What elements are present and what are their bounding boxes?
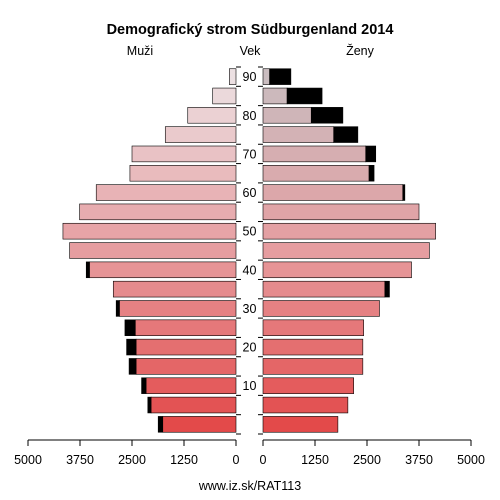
- female-x-tick-label: 3750: [405, 453, 433, 467]
- female-bar-40-44: [262, 261, 412, 279]
- female-excess-bar-65-69: [368, 165, 375, 182]
- female-label: Ženy: [346, 43, 375, 58]
- male-bar-80-84: [187, 107, 237, 124]
- female-bar-65-69: [262, 165, 370, 182]
- chart-title: Demografický strom Südburgenland 2014: [107, 22, 394, 38]
- male-bar-5-9: [150, 396, 237, 414]
- female-excess-bar-60-64: [402, 184, 406, 201]
- female-excess-bar-85-89: [286, 87, 323, 105]
- female-bar-0-4: [262, 416, 339, 433]
- male-x-tick-label: 5000: [14, 453, 42, 467]
- female-bar-60-64: [262, 184, 404, 201]
- female-bar-25-29: [262, 319, 364, 336]
- female-bar-10-14: [262, 377, 354, 394]
- female-bar-55-59: [262, 203, 420, 221]
- male-bar-25-29: [135, 319, 237, 336]
- male-x-tick-label: 0: [233, 453, 240, 467]
- male-x-tick-label: 3750: [66, 453, 94, 467]
- female-bar-80-84: [262, 107, 312, 124]
- male-x-tick-label: 2500: [118, 453, 146, 467]
- male-excess-bar-20-24: [126, 338, 137, 356]
- male-excess-bar-15-19: [128, 358, 137, 375]
- male-bar-10-14: [145, 377, 237, 394]
- female-bar-20-24: [262, 338, 364, 356]
- male-bar-45-49: [69, 242, 237, 259]
- male-bar-15-19: [135, 358, 237, 375]
- female-excess-bar-70-74: [365, 145, 377, 163]
- male-x-tick-label: 1250: [170, 453, 198, 467]
- source-caption: www.iz.sk/RAT113: [198, 479, 301, 493]
- male-label: Muži: [127, 44, 153, 58]
- male-bar-35-39: [112, 280, 237, 298]
- male-bar-70-74: [131, 145, 237, 163]
- male-bar-0-4: [162, 416, 237, 433]
- male-bar-85-89: [212, 87, 237, 105]
- female-bar-35-39: [262, 280, 386, 298]
- age-axis-label: Vek: [240, 44, 262, 58]
- age-tick-label: 30: [243, 302, 257, 316]
- male-bar-75-79: [164, 126, 237, 143]
- female-excess-bar-90+: [269, 68, 292, 85]
- male-bar-50-54: [62, 222, 237, 240]
- age-tick-label: 40: [243, 263, 257, 277]
- female-bar-15-19: [262, 358, 364, 375]
- female-bar-50-54: [262, 222, 436, 240]
- male-bar-55-59: [79, 203, 237, 221]
- female-bar-30-34: [262, 300, 380, 317]
- age-tick-label: 50: [243, 225, 257, 239]
- male-bars: [62, 68, 237, 433]
- male-bar-20-24: [135, 338, 237, 356]
- male-excess-bar-40-44: [85, 261, 90, 279]
- female-excess-bar-80-84: [310, 107, 344, 124]
- male-excess-bar-25-29: [124, 319, 136, 336]
- female-excess-bar-75-79: [333, 126, 359, 143]
- female-x-tick-label: 1250: [301, 453, 329, 467]
- age-tick-label: 60: [243, 186, 257, 200]
- male-bar-65-69: [129, 165, 237, 182]
- age-tick-label: 80: [243, 109, 257, 123]
- male-excess-bar-0-4: [157, 416, 164, 433]
- male-excess-bar-30-34: [115, 300, 120, 317]
- male-bar-30-34: [119, 300, 237, 317]
- male-bar-60-64: [95, 184, 237, 201]
- age-tick-label: 90: [243, 70, 257, 84]
- age-tick-label: 20: [243, 341, 257, 355]
- age-tick-label: 70: [243, 147, 257, 161]
- female-bar-85-89: [262, 87, 288, 105]
- female-bar-45-49: [262, 242, 430, 259]
- female-x-tick-label: 0: [260, 453, 267, 467]
- male-excess-bar-5-9: [147, 396, 152, 414]
- female-bar-90+: [262, 68, 270, 85]
- female-bar-70-74: [262, 145, 367, 163]
- female-bar-5-9: [262, 396, 349, 414]
- female-x-tick-label: 5000: [457, 453, 485, 467]
- axes: 5000 3750 2500 1250 0 0 1250 2500 3750 5000 10 20 30…: [14, 66, 485, 467]
- female-x-tick-label: 2500: [353, 453, 381, 467]
- female-excess-bar-35-39: [384, 280, 390, 298]
- male-bar-40-44: [89, 261, 237, 279]
- female-bar-75-79: [262, 126, 335, 143]
- age-tick-label: 10: [243, 379, 257, 393]
- male-bar-90+: [229, 68, 237, 85]
- female-bars: [262, 68, 436, 433]
- male-excess-bar-10-14: [141, 377, 147, 394]
